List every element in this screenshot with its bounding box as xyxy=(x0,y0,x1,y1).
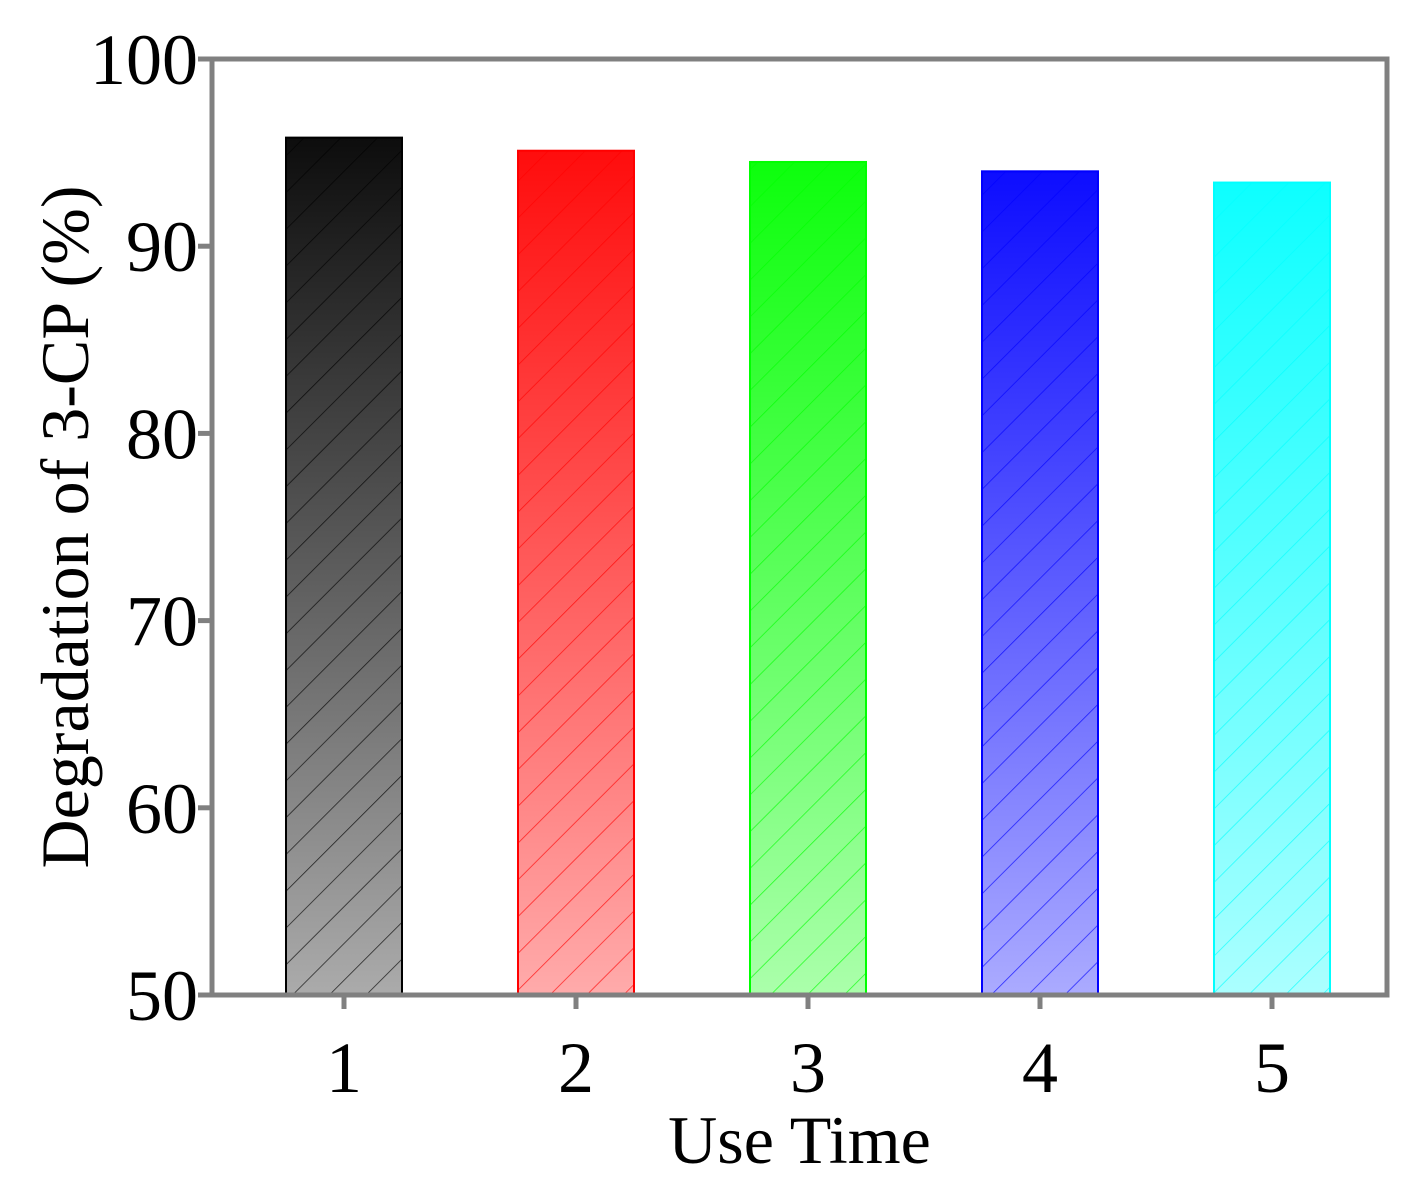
bar-4 xyxy=(981,170,1099,996)
x-axis-title: Use Time xyxy=(668,1102,931,1178)
bar-outline xyxy=(285,136,403,996)
bar-3 xyxy=(749,160,867,996)
y-tick-label: 100 xyxy=(90,20,198,100)
x-tick-label: 2 xyxy=(558,1028,594,1108)
y-tick-label: 90 xyxy=(126,207,198,287)
ticks-layer: 50 60 70 80 90 100 1 2 3 4 5 xyxy=(90,20,1290,1108)
y-tick-label: 70 xyxy=(126,582,198,662)
bar-2 xyxy=(517,149,635,996)
y-tick-label: 80 xyxy=(126,394,198,474)
bar-5 xyxy=(1213,181,1331,996)
bar-outline xyxy=(1213,181,1331,996)
x-tick-label: 4 xyxy=(1022,1028,1058,1108)
bar-1 xyxy=(285,136,403,996)
bar-outline xyxy=(749,160,867,996)
bar-outline xyxy=(981,170,1099,996)
plot-frame xyxy=(209,56,1390,998)
y-tick-label: 60 xyxy=(126,769,198,849)
x-tick-label: 5 xyxy=(1254,1028,1290,1108)
y-axis-title: Degradation of 3-CP (%) xyxy=(27,186,103,869)
x-tick-label: 1 xyxy=(326,1028,362,1108)
y-tick-label: 50 xyxy=(126,956,198,1036)
x-tick-label: 3 xyxy=(790,1028,826,1108)
bars-layer xyxy=(285,136,1331,996)
bar-outline xyxy=(517,149,635,996)
